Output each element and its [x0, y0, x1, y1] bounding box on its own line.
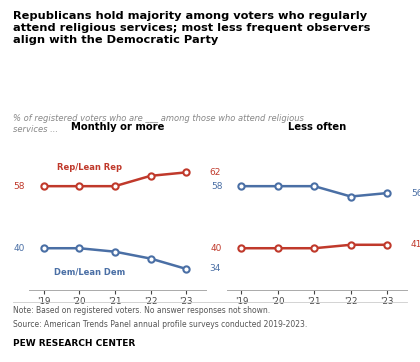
Text: Dem/Lean Dem: Dem/Lean Dem — [54, 267, 126, 276]
Text: Note: Based on registered voters. No answer responses not shown.: Note: Based on registered voters. No ans… — [13, 306, 270, 315]
Text: Republicans hold majority among voters who regularly
attend religious services; : Republicans hold majority among voters w… — [13, 11, 370, 45]
Text: 34: 34 — [209, 264, 221, 273]
Text: 58: 58 — [13, 182, 25, 191]
Text: Less often: Less often — [288, 122, 346, 132]
Text: 56: 56 — [411, 189, 420, 198]
Text: PEW RESEARCH CENTER: PEW RESEARCH CENTER — [13, 338, 135, 348]
Text: 62: 62 — [209, 168, 221, 177]
Text: % of registered voters who are ___ among those who attend religious
services ...: % of registered voters who are ___ among… — [13, 114, 304, 134]
Text: 40: 40 — [14, 244, 25, 253]
Text: Monthly or more: Monthly or more — [71, 122, 164, 132]
Text: Rep/Lean Rep: Rep/Lean Rep — [58, 163, 123, 172]
Text: Source: American Trends Panel annual profile surveys conducted 2019-2023.: Source: American Trends Panel annual pro… — [13, 320, 307, 329]
Text: 40: 40 — [211, 244, 223, 253]
Text: 58: 58 — [211, 182, 223, 191]
Text: 41: 41 — [411, 240, 420, 249]
